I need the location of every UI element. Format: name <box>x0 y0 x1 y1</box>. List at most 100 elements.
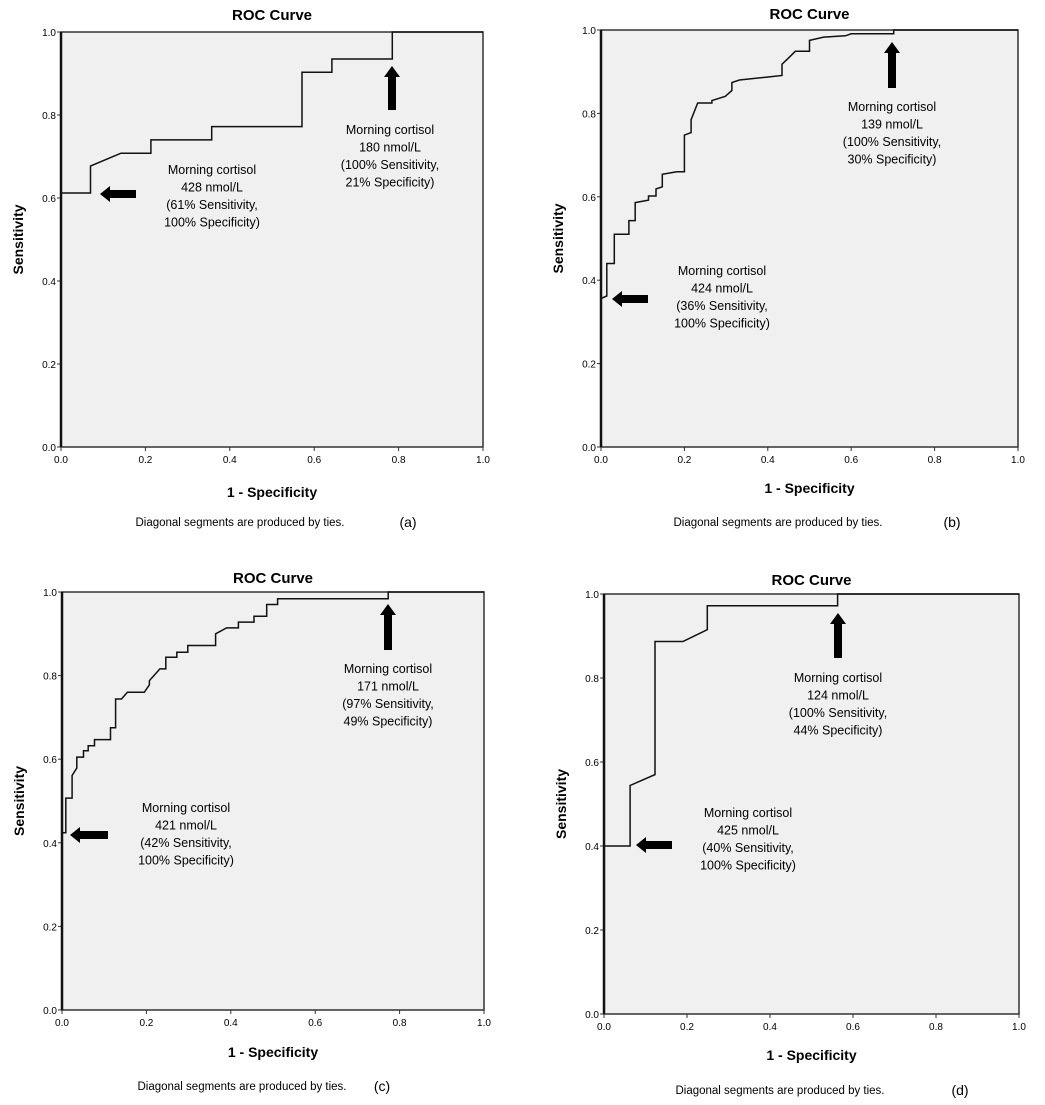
y-tick-label: 0.2 <box>585 926 599 937</box>
annotation-line: Morning cortisol <box>168 163 256 177</box>
x-tick-label: 0.8 <box>929 1022 943 1033</box>
annotation-line: 100% Specificity) <box>700 859 796 873</box>
y-tick-label: 0.8 <box>43 672 57 683</box>
x-tick-label: 0.0 <box>594 455 608 466</box>
annotation-line: 421 nmol/L <box>155 819 217 833</box>
y-tick-label: 0.8 <box>585 674 599 685</box>
plot-area <box>603 593 1020 1015</box>
y-axis-label: Sensitivity <box>10 204 26 274</box>
y-tick-label: 1.0 <box>582 26 596 37</box>
y-axis-label: Sensitivity <box>11 766 27 836</box>
annotation-line: Morning cortisol <box>678 264 766 278</box>
annotation-line: 49% Specificity) <box>344 715 433 729</box>
arrow-up-icon <box>380 604 396 650</box>
annotation-line: 171 nmol/L <box>357 680 419 694</box>
x-tick-label: 0.6 <box>846 1022 860 1033</box>
cutoff-annotation: Morning cortisol 139 nmol/L (100% Sensitiv… <box>843 42 941 167</box>
x-tick-label: 1.0 <box>1011 455 1025 466</box>
roc-curve-line <box>61 591 484 1010</box>
annotation-line: 21% Specificity) <box>346 176 435 190</box>
annotation-line: Morning cortisol <box>794 671 882 685</box>
arrow-up-icon <box>384 66 400 110</box>
arrow-left-icon <box>612 291 648 307</box>
cutoff-annotation: Morning cortisol 425 nmol/L (40% Sensitivi… <box>636 806 796 873</box>
roc-curve-line <box>603 593 1019 1014</box>
x-tick-label: 0.4 <box>224 1018 238 1029</box>
annotation-line: 428 nmol/L <box>181 181 243 195</box>
y-tick-label: 0.2 <box>42 360 56 371</box>
x-tick-label: 0.8 <box>392 455 406 466</box>
annotation-line: (97% Sensitivity, <box>342 697 433 711</box>
x-tick-label: 1.0 <box>477 1018 491 1029</box>
chart-title: ROC Curve <box>771 572 851 589</box>
x-tick-label: 0.0 <box>55 1018 69 1029</box>
chart-caption: Diagonal segments are produced by ties. <box>137 1081 346 1093</box>
y-tick-label: 1.0 <box>43 588 57 599</box>
y-tick-label: 0.8 <box>42 111 56 122</box>
annotation-line: (100% Sensitivity, <box>341 158 439 172</box>
x-axis-label: 1 - Specificity <box>764 480 854 496</box>
roc-curve-line <box>60 31 483 447</box>
y-tick-label: 0.0 <box>585 1010 599 1021</box>
panel-label: (b) <box>943 514 960 530</box>
chart-caption: Diagonal segments are produced by ties. <box>675 1085 884 1097</box>
chart-title: ROC Curve <box>232 7 312 24</box>
x-axis-label: 1 - Specificity <box>227 484 317 500</box>
arrow-up-icon <box>884 42 900 88</box>
x-tick-label: 1.0 <box>1012 1022 1026 1033</box>
x-tick-label: 0.4 <box>223 455 237 466</box>
x-tick-label: 0.2 <box>677 455 691 466</box>
annotation-line: (100% Sensitivity, <box>843 135 941 149</box>
panel-label: (c) <box>374 1078 390 1094</box>
x-tick-label: 0.6 <box>308 1018 322 1029</box>
annotation-line: 425 nmol/L <box>717 824 779 838</box>
x-tick-label: 0.6 <box>844 455 858 466</box>
cutoff-annotation: Morning cortisol 428 nmol/L (61% Sensitivi… <box>100 163 260 230</box>
x-tick-label: 0.8 <box>928 455 942 466</box>
chart-title: ROC Curve <box>769 6 849 23</box>
chart-caption: Diagonal segments are produced by ties. <box>673 517 882 529</box>
x-tick-label: 0.4 <box>761 455 775 466</box>
annotation-line: 100% Specificity) <box>138 854 234 868</box>
plot-area <box>61 591 485 1011</box>
y-tick-label: 0.2 <box>43 922 57 933</box>
cutoff-annotation: Morning cortisol 171 nmol/L (97% Sensitivi… <box>342 604 434 729</box>
y-tick-label: 0.4 <box>42 277 56 288</box>
roc-panel-b: ROC Curve 0.0 0.2 0.4 0.6 0.8 1.0 0.0 0.2 0.4 0.6 0… <box>550 6 1025 530</box>
annotation-line: 180 nmol/L <box>359 141 421 155</box>
annotation-line: Morning cortisol <box>704 806 792 820</box>
annotation-line: Morning cortisol <box>344 662 432 676</box>
cutoff-annotation: Morning cortisol 124 nmol/L (100% Sensitiv… <box>789 613 887 738</box>
panel-label: (a) <box>399 514 416 530</box>
cutoff-annotation: Morning cortisol 421 nmol/L (42% Sensitivi… <box>70 801 234 868</box>
chart-caption: Diagonal segments are produced by ties. <box>135 517 344 529</box>
roc-curve-line <box>600 29 1018 447</box>
y-tick-label: 0.2 <box>582 360 596 371</box>
annotation-line: 100% Specificity) <box>674 317 770 331</box>
y-tick-label: 0.4 <box>582 276 596 287</box>
y-tick-label: 0.6 <box>43 755 57 766</box>
y-axis-label: Sensitivity <box>553 769 569 839</box>
x-tick-label: 0.2 <box>680 1022 694 1033</box>
annotation-line: 100% Specificity) <box>164 216 260 230</box>
roc-panel-a: ROC Curve 0.0 0.2 0.4 0.6 0.8 1.0 0.0 0.2 0.4 0.6 0… <box>10 7 490 530</box>
annotation-line: (36% Sensitivity, <box>676 299 767 313</box>
annotation-line: (61% Sensitivity, <box>166 198 257 212</box>
x-axis-label: 1 - Specificity <box>766 1047 856 1063</box>
annotation-line: Morning cortisol <box>848 100 936 114</box>
annotation-line: 44% Specificity) <box>794 724 883 738</box>
plot-area <box>60 31 484 448</box>
x-tick-label: 0.6 <box>307 455 321 466</box>
annotation-line: (100% Sensitivity, <box>789 706 887 720</box>
y-tick-label: 0.8 <box>582 109 596 120</box>
annotation-line: 30% Specificity) <box>848 153 937 167</box>
x-tick-label: 0.2 <box>139 1018 153 1029</box>
x-axis-label: 1 - Specificity <box>228 1044 318 1060</box>
annotation-line: Morning cortisol <box>346 123 434 137</box>
y-tick-label: 0.6 <box>582 193 596 204</box>
cutoff-annotation: Morning cortisol 180 nmol/L (100% Sensitiv… <box>341 66 439 190</box>
annotation-line: (40% Sensitivity, <box>702 841 793 855</box>
annotation-line: (42% Sensitivity, <box>140 836 231 850</box>
x-tick-label: 1.0 <box>476 455 490 466</box>
